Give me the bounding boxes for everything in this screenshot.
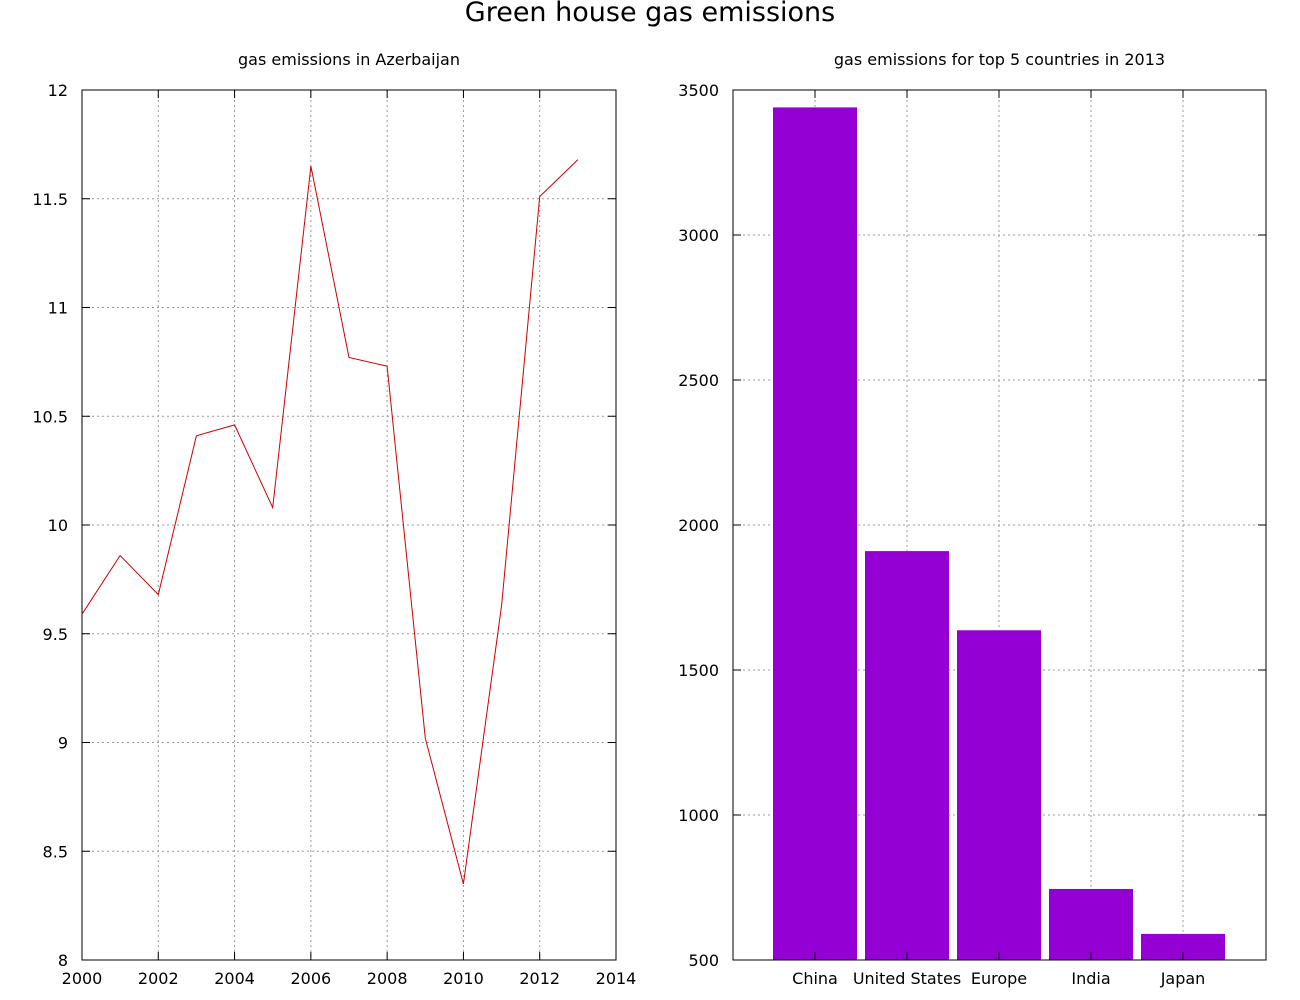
y-tick-label: 2000 [678, 516, 719, 535]
y-tick-label: 8.5 [43, 842, 68, 861]
figure-title: Green house gas emissions [464, 0, 836, 28]
y-tick-label: 8 [58, 951, 68, 970]
y-tick-label: 3000 [678, 226, 719, 245]
y-tick-label: 1500 [678, 661, 719, 680]
x-tick-label: 2004 [214, 969, 255, 988]
line-plot-frame [81, 89, 617, 961]
x-tick-label: 2006 [290, 969, 331, 988]
x-tick-label: 2000 [62, 969, 103, 988]
x-tick-label: China [792, 969, 838, 988]
x-tick-label: 2012 [519, 969, 560, 988]
bar [773, 107, 857, 960]
bar-chart: 500 1000 1500 2000 2500 3000 3500 China United S… [678, 81, 1267, 988]
y-tick-label: 9 [58, 734, 68, 753]
bar [865, 551, 949, 960]
y-tick-label: 2500 [678, 371, 719, 390]
y-tick-label: 11.5 [32, 190, 68, 209]
x-tick-label: 2002 [138, 969, 179, 988]
y-tick-label: 500 [688, 951, 719, 970]
bar [1049, 888, 1133, 960]
x-tick-label: India [1071, 969, 1110, 988]
y-tick-label: 12 [48, 81, 68, 100]
x-tick-label: Japan [1160, 969, 1206, 988]
x-tick-label: 2010 [443, 969, 484, 988]
bar-plot-frame [732, 89, 1267, 961]
bar-chart-title: gas emissions for top 5 countries in 201… [834, 50, 1165, 69]
x-tick-label: Europe [971, 969, 1027, 988]
y-tick-label: 10.5 [32, 407, 68, 426]
x-tick-label: United States [853, 969, 961, 988]
y-tick-label: 3500 [678, 81, 719, 100]
line-chart: 2000 2002 2004 2006 2008 2010 2012 2014 8 8.5 9 9.5… [32, 81, 636, 988]
y-tick-label: 10 [48, 516, 68, 535]
x-tick-label: 2008 [367, 969, 408, 988]
y-tick-label: 9.5 [43, 625, 68, 644]
y-tick-label: 11 [48, 299, 68, 318]
y-tick-label: 1000 [678, 806, 719, 825]
line-chart-title: gas emissions in Azerbaijan [238, 50, 460, 69]
line-chart-grid [82, 90, 616, 960]
x-tick-label: 2014 [596, 969, 637, 988]
bar [957, 630, 1041, 960]
series-line [81, 159, 579, 885]
